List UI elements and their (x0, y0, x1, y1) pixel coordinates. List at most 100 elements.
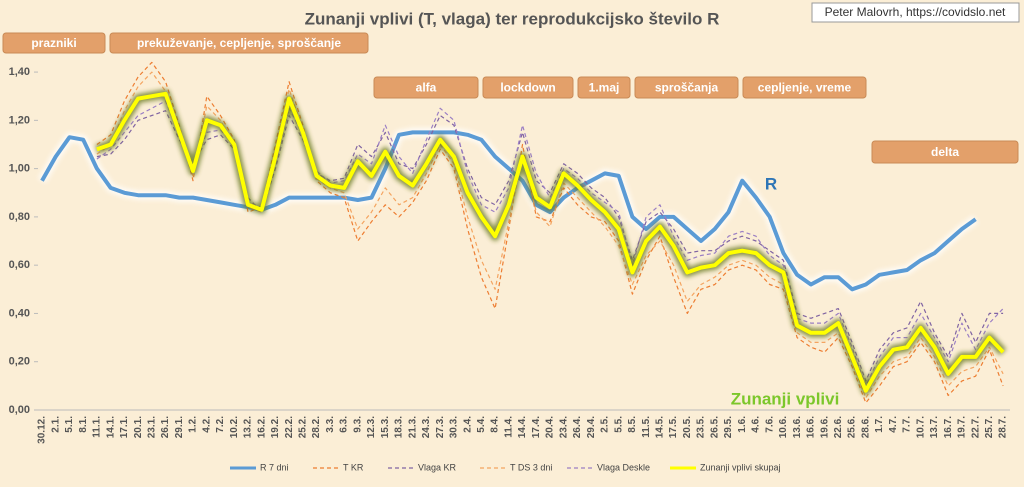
x-tick-label: 10.2. (229, 416, 240, 438)
x-tick-label: 16.6. (806, 416, 817, 438)
annotation-box (742, 76, 867, 99)
x-tick-label: 3.3. (325, 416, 336, 433)
x-tick-label: 16.2. (256, 416, 267, 438)
x-tick-label: 25.7. (984, 416, 995, 438)
y-tick-label: 0,00 (9, 404, 30, 416)
x-tick-label: 14.4. (517, 416, 528, 438)
x-tick-label: 7.7. (902, 416, 913, 433)
annotation-box (482, 76, 574, 99)
x-tick-label: 23.5. (696, 416, 707, 438)
annotation-box (634, 76, 739, 99)
x-tick-label: 26.4. (572, 416, 583, 438)
y-tick-label: 1,00 (9, 163, 30, 175)
annotation: cepljenje, vreme (758, 81, 852, 95)
x-tick-label: 22.7. (970, 416, 981, 438)
y-tick-label: 0,80 (9, 211, 30, 223)
x-tick-label: 19.2. (270, 416, 281, 438)
annotation-box (373, 76, 479, 99)
annotation: sproščanja (655, 81, 719, 95)
legend-label: T KR (343, 462, 364, 472)
x-tick-label: 29.4. (586, 416, 597, 438)
x-tick-label: 25.2. (298, 416, 309, 438)
series-line (96, 91, 1005, 393)
y-tick-label: 0,20 (9, 356, 30, 368)
x-tick-label: 13.2. (243, 416, 254, 438)
y-tick-label: 0,60 (9, 259, 30, 271)
x-tick-label: 18.3. (394, 416, 405, 438)
x-tick-label: 4.7. (888, 416, 899, 433)
series-label: Zunanji vplivi (731, 389, 840, 408)
legend-label: R 7 dni (260, 462, 289, 472)
x-tick-label: 30.3. (449, 416, 460, 438)
x-tick-label: 2.1. (50, 416, 61, 433)
x-tick-label: 28.6. (860, 416, 871, 438)
x-tick-label: 6.3. (339, 416, 350, 433)
x-tick-label: 17.4. (531, 416, 542, 438)
y-tick-label: 0,40 (9, 307, 30, 319)
x-tick-label: 12.3. (366, 416, 377, 438)
x-tick-label: 13.6. (792, 416, 803, 438)
x-tick-label: 19.7. (957, 416, 968, 438)
x-tick-label: 20.1. (133, 416, 144, 438)
x-tick-label: 13.7. (929, 416, 940, 438)
x-tick-label: 14.1. (105, 416, 116, 438)
annotation-box (109, 32, 369, 54)
y-tick-label: 1,40 (9, 66, 30, 78)
x-tick-label: 8.4. (490, 416, 501, 433)
x-tick-label: 4.6. (751, 416, 762, 433)
x-tick-label: 24.3. (421, 416, 432, 438)
annotation: alfa (416, 81, 437, 95)
x-tick-label: 11.4. (503, 416, 514, 438)
x-tick-label: 2.5. (600, 416, 611, 433)
annotation-box (577, 76, 631, 99)
credit: Peter Malovrh, https://covidslo.net (825, 5, 1006, 19)
x-tick-label: 23.1. (146, 416, 157, 438)
legend-label: Vlaga KR (418, 462, 457, 472)
x-tick-label: 5.4. (476, 416, 487, 433)
x-tick-label: 16.7. (943, 416, 954, 438)
x-tick-label: 17.5. (668, 416, 679, 438)
series-label: R (765, 174, 777, 193)
x-tick-label: 7.2. (215, 416, 226, 433)
x-tick-label: 10.7. (915, 416, 926, 438)
annotation-box (871, 140, 1019, 164)
annotation: prazniki (31, 36, 76, 50)
x-tick-label: 30.12. (37, 416, 48, 444)
x-tick-label: 11.1. (92, 416, 103, 438)
x-tick-label: 2.4. (462, 416, 473, 433)
x-tick-label: 22.6. (833, 416, 844, 438)
x-tick-label: 20.5. (682, 416, 693, 438)
annotation: 1.maj (589, 81, 620, 95)
x-tick-label: 27.3. (435, 416, 446, 438)
x-tick-label: 26.5. (709, 416, 720, 438)
x-tick-label: 25.6. (847, 416, 858, 438)
x-tick-label: 14.5. (654, 416, 665, 438)
x-tick-label: 5.1. (64, 416, 75, 433)
annotation-box (2, 32, 106, 54)
legend-label: Vlaga Deskle (597, 462, 650, 472)
x-tick-label: 21.3. (407, 416, 418, 438)
x-tick-label: 29.1. (174, 416, 185, 438)
x-tick-label: 15.3. (380, 416, 391, 438)
x-tick-label: 5.5. (613, 416, 624, 433)
x-tick-label: 1.7. (874, 416, 885, 433)
x-tick-label: 10.6. (778, 416, 789, 438)
credit-box (811, 2, 1020, 23)
x-tick-label: 28.2. (311, 416, 322, 438)
legend-label: T DS 3 dni (510, 462, 552, 472)
x-tick-label: 23.4. (558, 416, 569, 438)
x-tick-label: 8.5. (627, 416, 638, 433)
x-tick-label: 7.6. (764, 416, 775, 433)
x-tick-label: 26.1. (160, 416, 171, 438)
x-tick-label: 4.2. (201, 416, 212, 433)
x-tick-label: 20.4. (545, 416, 556, 438)
annotation: delta (931, 145, 959, 159)
x-tick-label: 11.5. (641, 416, 652, 438)
chart-title: Zunanji vplivi (T, vlaga) ter reprodukci… (305, 9, 720, 28)
legend-label: Zunanji vplivi skupaj (700, 462, 781, 472)
x-tick-label: 28.7. (998, 416, 1009, 438)
annotation: lockdown (500, 81, 555, 95)
x-tick-label: 19.6. (819, 416, 830, 438)
